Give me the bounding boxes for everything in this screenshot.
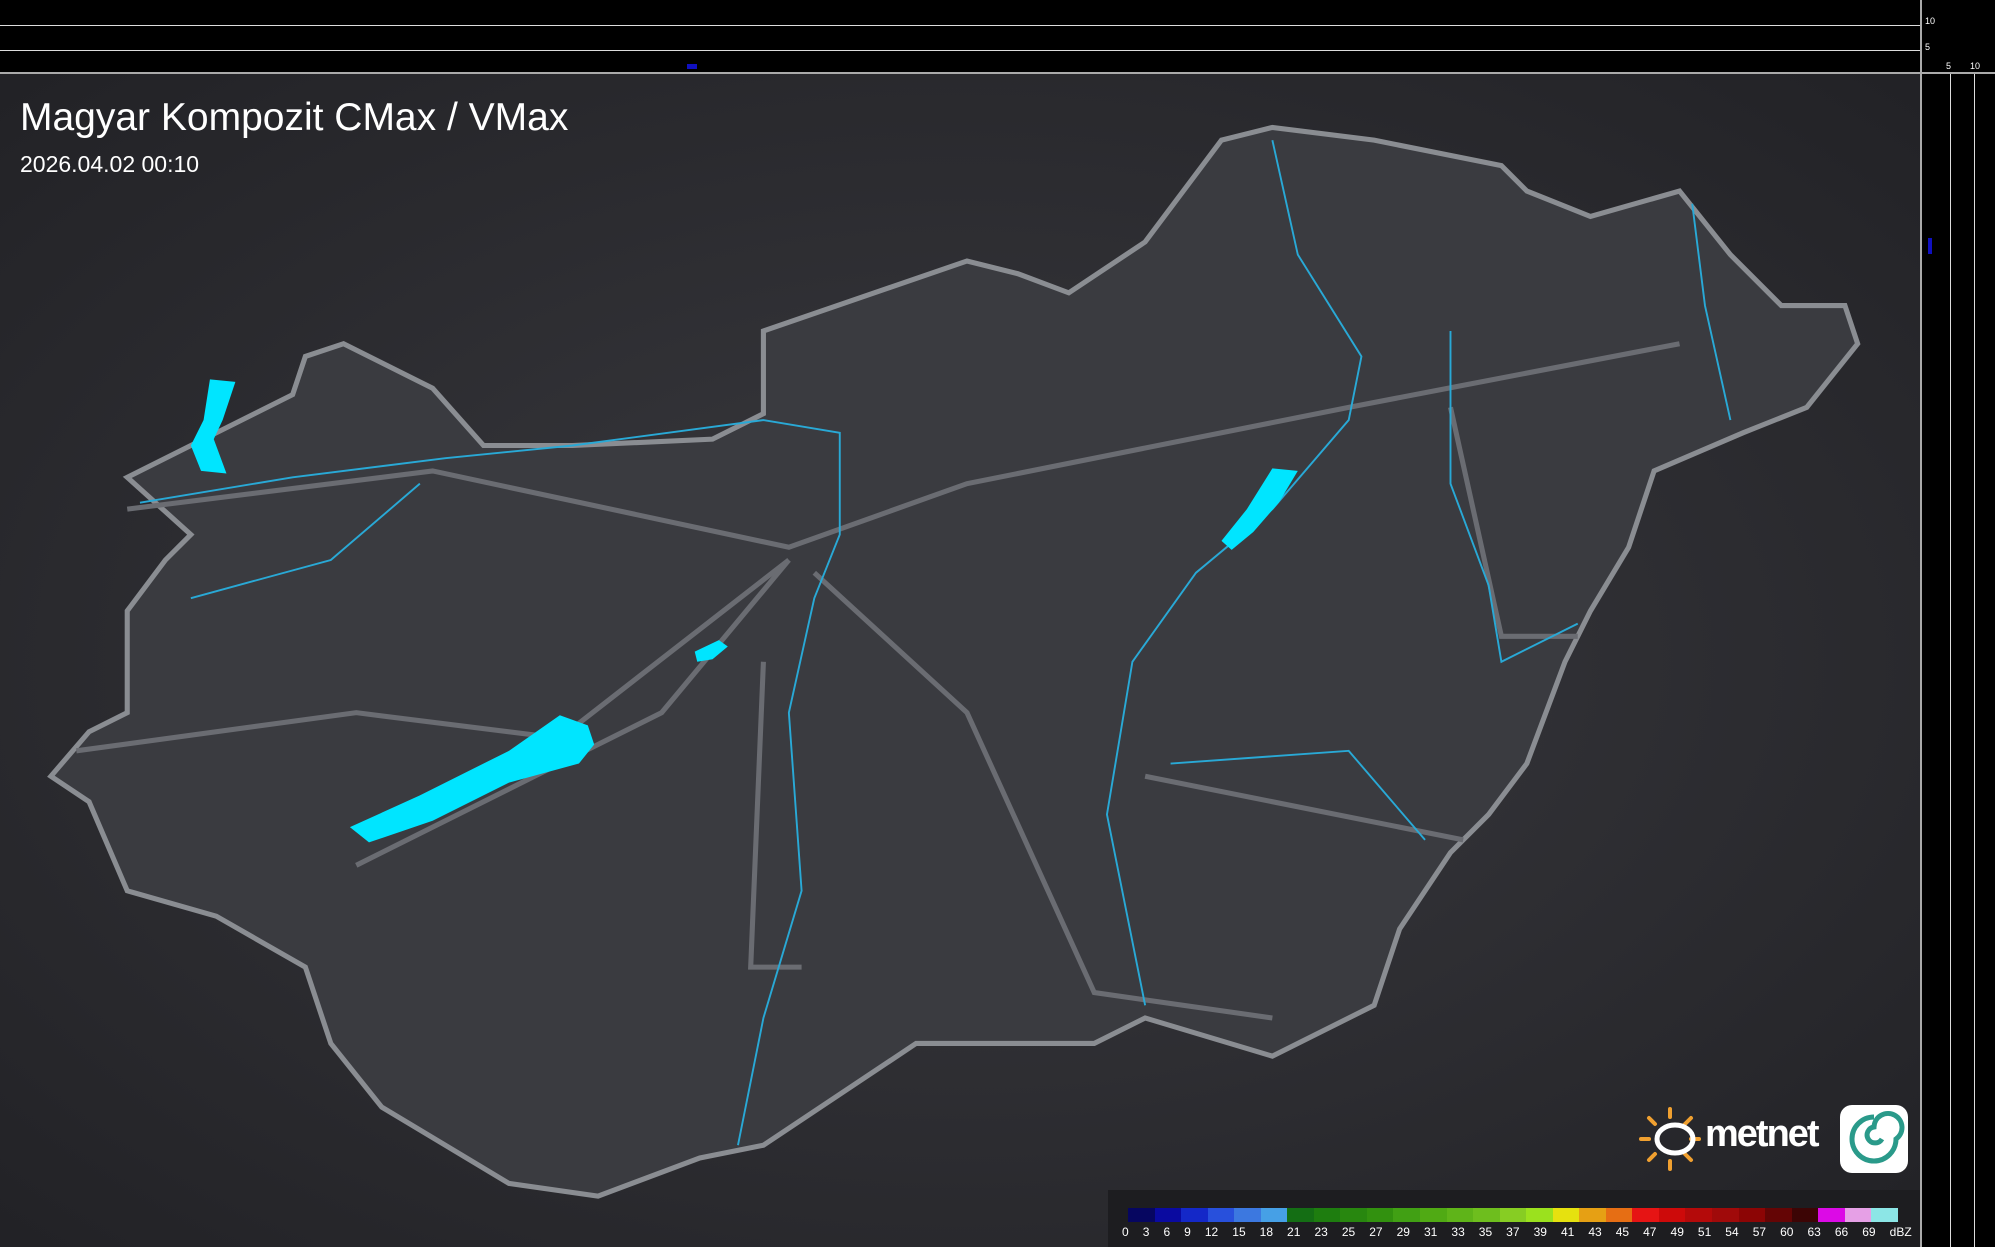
grid-line xyxy=(0,25,1920,26)
top-profile-panel xyxy=(0,0,1920,74)
scale-cell xyxy=(1818,1208,1845,1222)
grid-line xyxy=(0,50,1920,51)
metnet-logo: metnet xyxy=(1635,1103,1910,1175)
scale-cell xyxy=(1791,1208,1819,1222)
scale-label: 31 xyxy=(1424,1225,1438,1239)
scale-label: 37 xyxy=(1506,1225,1520,1239)
scale-label: 69 xyxy=(1862,1225,1876,1239)
tick-label: 5 xyxy=(1946,61,1952,71)
scale-cell xyxy=(1446,1208,1474,1222)
echo-mark xyxy=(687,64,697,69)
scale-label: 35 xyxy=(1478,1225,1493,1239)
color-scale xyxy=(1128,1208,1898,1222)
scale-cell xyxy=(1313,1208,1341,1222)
scale-label: 39 xyxy=(1533,1225,1547,1239)
scale-cell xyxy=(1499,1208,1527,1222)
scale-label: 23 xyxy=(1314,1225,1328,1239)
scale-labels: 0 3 6 9 12 15 18 21 23 25 27 29 31 33 35 37 39 41 43 45 47 49… xyxy=(1122,1225,1912,1239)
scale-label: 63 xyxy=(1807,1225,1821,1239)
lake-ferto xyxy=(190,379,236,474)
scale-cell xyxy=(1234,1208,1261,1222)
scale-cell xyxy=(1738,1208,1766,1222)
scale-cell xyxy=(1871,1208,1898,1222)
scale-label: 33 xyxy=(1451,1225,1465,1239)
scale-cell xyxy=(1844,1208,1872,1222)
scale-label: 54 xyxy=(1725,1225,1739,1239)
scale-label: 47 xyxy=(1643,1225,1657,1239)
brand-name: metnet xyxy=(1705,1113,1820,1155)
dbz-legend: 0 3 6 9 12 15 18 21 23 25 27 29 31 33 35 37 39 41 43 45 47 49… xyxy=(1108,1190,1920,1247)
scale-cell xyxy=(1260,1208,1288,1222)
scale-cell xyxy=(1552,1208,1580,1222)
scale-label: 27 xyxy=(1369,1225,1383,1239)
swirl-icon xyxy=(1840,1105,1908,1173)
scale-cell xyxy=(1287,1208,1314,1222)
scale-cell xyxy=(1128,1208,1155,1222)
scale-label: 0 xyxy=(1122,1225,1129,1239)
scale-cell xyxy=(1473,1208,1500,1222)
map-title: Magyar Kompozit CMax / VMax xyxy=(20,96,569,139)
scale-cell xyxy=(1605,1208,1633,1222)
scale-cell xyxy=(1340,1208,1367,1222)
scale-label: 49 xyxy=(1670,1225,1684,1239)
lake-tisza xyxy=(1221,468,1298,550)
scale-label: 9 xyxy=(1184,1225,1191,1239)
scale-cell xyxy=(1579,1208,1606,1222)
scale-cell xyxy=(1632,1208,1659,1222)
scale-label: 21 xyxy=(1287,1225,1301,1239)
scale-cell xyxy=(1154,1208,1182,1222)
scale-label: 12 xyxy=(1204,1225,1219,1239)
tick-label: 10 xyxy=(1925,16,1936,26)
scale-label: 66 xyxy=(1834,1225,1849,1239)
scale-label: 6 xyxy=(1163,1225,1171,1239)
scale-label: 43 xyxy=(1588,1225,1602,1239)
lakes xyxy=(190,379,1298,843)
lake-velence xyxy=(694,640,728,662)
sun-icon xyxy=(1639,1107,1701,1171)
scale-cell xyxy=(1712,1208,1739,1222)
scale-label: 41 xyxy=(1560,1225,1575,1239)
scale-cell xyxy=(1765,1208,1792,1222)
scale-label: 51 xyxy=(1697,1225,1712,1239)
scale-label: 57 xyxy=(1752,1225,1767,1239)
scale-label: 18 xyxy=(1259,1225,1274,1239)
scale-label: 60 xyxy=(1780,1225,1794,1239)
scale-cell xyxy=(1366,1208,1394,1222)
scale-label: 3 xyxy=(1142,1225,1150,1239)
right-profile-panel: 10 5 5 10 xyxy=(1920,0,1995,1247)
scale-label: 25 xyxy=(1341,1225,1356,1239)
scale-cell xyxy=(1685,1208,1713,1222)
scale-cell xyxy=(1658,1208,1686,1222)
scale-cell xyxy=(1393,1208,1421,1222)
scale-cell xyxy=(1526,1208,1553,1222)
map-timestamp: 2026.04.02 00:10 xyxy=(20,151,200,177)
lake-balaton xyxy=(349,715,595,843)
roads xyxy=(75,341,1681,1021)
scale-label: 15 xyxy=(1232,1225,1246,1239)
scale-cell xyxy=(1420,1208,1447,1222)
scale-label: 45 xyxy=(1615,1225,1630,1239)
scale-label: 29 xyxy=(1396,1225,1410,1239)
radar-map[interactable] xyxy=(0,74,1920,1247)
unit-label: dBZ xyxy=(1889,1225,1912,1239)
tick-label: 10 xyxy=(1970,61,1981,71)
scale-cell xyxy=(1207,1208,1235,1222)
tick-label: 5 xyxy=(1925,42,1931,52)
scale-cell xyxy=(1181,1208,1208,1222)
